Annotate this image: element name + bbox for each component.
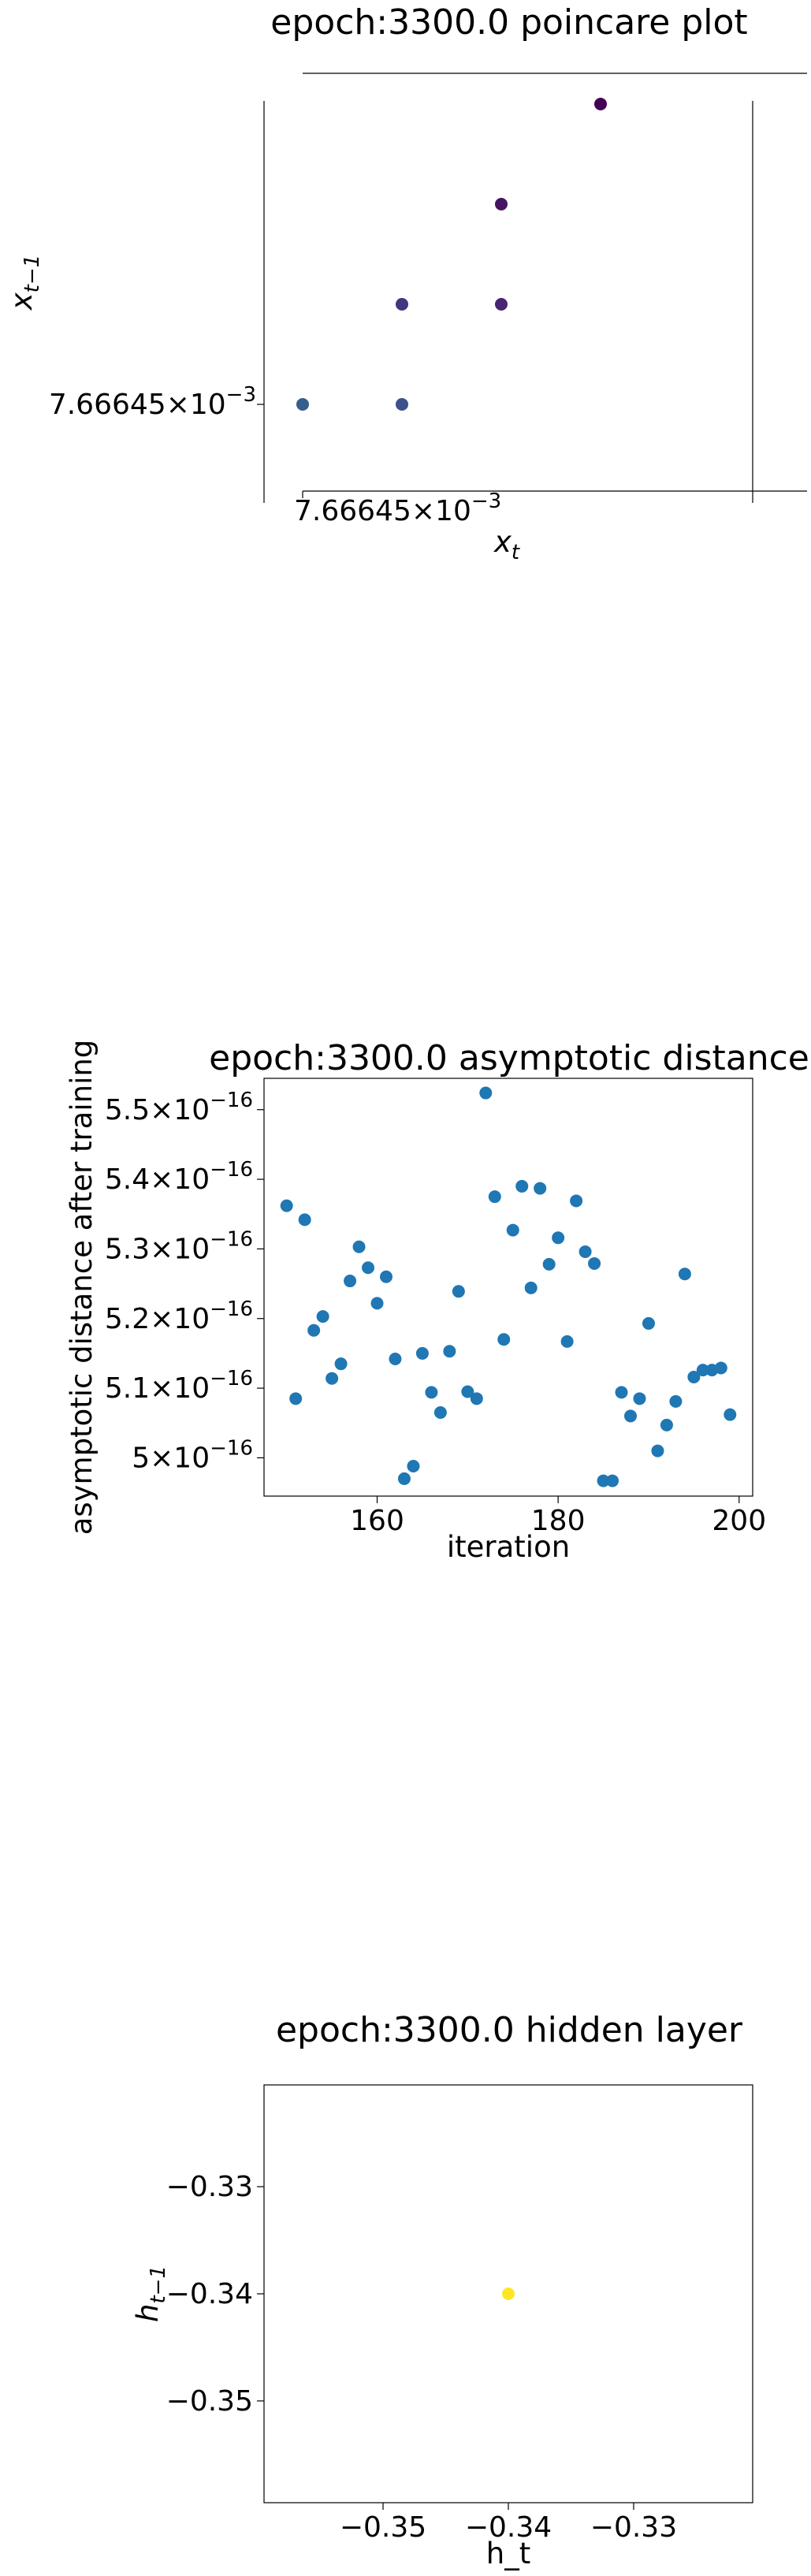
asymptotic-point (407, 1460, 420, 1473)
asymptotic-point (560, 1335, 574, 1348)
asymptotic-point (433, 1406, 447, 1419)
asymptotic-ytick-label: 5.3×10−16 (105, 1227, 253, 1265)
asymptotic-point (307, 1323, 321, 1337)
asymptotic-point (497, 1333, 511, 1346)
asymptotic-point (606, 1474, 619, 1487)
asymptotic-point (651, 1444, 664, 1457)
asymptotic-plot-frame (263, 1078, 753, 1497)
asymptotic-point (397, 1472, 411, 1485)
asymptotic-x-label: iteration (447, 1530, 570, 1564)
asymptotic-point (443, 1345, 456, 1358)
asymptotic-point (642, 1316, 655, 1330)
asymptotic-point (696, 1364, 709, 1377)
asymptotic-ytick-label: 5.2×10−16 (105, 1297, 253, 1335)
asymptotic-ticks: 160 180 200 5×10−16 5.1×10−16 5.2×10−16 5.3×10… (105, 1089, 766, 1537)
asymptotic-point (534, 1182, 547, 1195)
poincare-y-label: xt−1 (5, 255, 44, 311)
asymptotic-xtick-label: 180 (531, 1505, 586, 1537)
asymptotic-distance-plot: epoch:3300.0 asymptotic distance 160 180 2… (65, 1038, 809, 1564)
asymptotic-point (370, 1297, 384, 1310)
asymptotic-point (479, 1086, 493, 1100)
hidden-layer-point (502, 2288, 515, 2300)
asymptotic-point (515, 1179, 529, 1193)
asymptotic-point (678, 1268, 691, 1281)
hidden-layer-xtick-label: −0.33 (590, 2511, 677, 2544)
hidden-layer-plot: epoch:3300.0 hidden layer −0.35 −0.34 −0.3… (131, 2010, 753, 2570)
asymptotic-point (289, 1392, 303, 1405)
asymptotic-point (724, 1408, 737, 1421)
hidden-layer-points (502, 2288, 515, 2300)
asymptotic-point (714, 1361, 727, 1375)
hidden-layer-ytick-label: −0.34 (166, 2278, 253, 2310)
asymptotic-point (389, 1352, 402, 1365)
asymptotic-point (570, 1194, 583, 1208)
asymptotic-point (506, 1223, 519, 1237)
asymptotic-point (597, 1474, 610, 1487)
asymptotic-point (298, 1213, 311, 1227)
asymptotic-point (687, 1370, 701, 1383)
poincare-ytick-label: 7.66645×10−3 (49, 383, 256, 421)
hidden-layer-y-label: ht−1 (131, 2265, 170, 2322)
asymptotic-point (542, 1257, 556, 1271)
asymptotic-xtick-label: 200 (712, 1505, 766, 1537)
asymptotic-point (633, 1392, 646, 1405)
asymptotic-point (578, 1245, 592, 1258)
poincare-xtick-label: 7.66645×10−3 (294, 490, 501, 527)
hidden-layer-xtick-label: −0.34 (465, 2511, 552, 2544)
asymptotic-point (669, 1394, 683, 1408)
asymptotic-point (452, 1285, 465, 1298)
hidden-layer-ticks: −0.35 −0.34 −0.33 −0.33 −0.34 −0.35 (166, 2171, 677, 2544)
asymptotic-point (280, 1199, 293, 1212)
asymptotic-title: epoch:3300.0 asymptotic distance (209, 1038, 809, 1078)
hidden-layer-title: epoch:3300.0 hidden layer (276, 2010, 743, 2050)
hidden-layer-x-label: h_t (486, 2537, 530, 2570)
asymptotic-ytick-label: 5.1×10−16 (105, 1367, 253, 1405)
poincare-point (296, 398, 309, 411)
asymptotic-point (588, 1256, 601, 1270)
poincare-title: epoch:3300.0 poincare plot (270, 2, 747, 43)
asymptotic-point (461, 1385, 474, 1398)
poincare-points (296, 98, 607, 411)
poincare-point (396, 298, 408, 311)
asymptotic-point (344, 1275, 357, 1288)
asymptotic-point (624, 1409, 637, 1423)
poincare-point (495, 298, 508, 311)
asymptotic-point (615, 1386, 628, 1399)
hidden-layer-xtick-label: −0.35 (340, 2511, 426, 2544)
poincare-point (396, 398, 408, 411)
hidden-layer-ytick-label: −0.35 (166, 2385, 253, 2418)
asymptotic-y-label: asymptotic distance after training (65, 1040, 99, 1536)
poincare-point (594, 98, 607, 110)
asymptotic-point (524, 1281, 538, 1294)
asymptotic-point (415, 1346, 429, 1360)
poincare-x-label: xt (493, 525, 520, 564)
asymptotic-point (470, 1392, 483, 1405)
asymptotic-xtick-label: 160 (350, 1505, 404, 1537)
asymptotic-ytick-label: 5.4×10−16 (105, 1158, 253, 1196)
asymptotic-point (552, 1231, 565, 1245)
asymptotic-ytick-label: 5×10−16 (132, 1436, 253, 1474)
asymptotic-point (488, 1190, 501, 1204)
poincare-plot: epoch:3300.0 poincare plot 7.66645×10−3 … (5, 2, 807, 564)
poincare-point (495, 198, 508, 210)
asymptotic-point (380, 1270, 392, 1283)
asymptotic-points (280, 1086, 737, 1487)
asymptotic-point (362, 1261, 375, 1275)
asymptotic-point (660, 1418, 673, 1431)
asymptotic-point (352, 1240, 366, 1253)
asymptotic-ytick-label: 5.5×10−16 (105, 1089, 253, 1126)
asymptotic-point (316, 1310, 329, 1323)
asymptotic-point (334, 1357, 348, 1371)
asymptotic-point (425, 1386, 438, 1399)
hidden-layer-ytick-label: −0.33 (166, 2171, 253, 2203)
asymptotic-point (326, 1372, 339, 1385)
